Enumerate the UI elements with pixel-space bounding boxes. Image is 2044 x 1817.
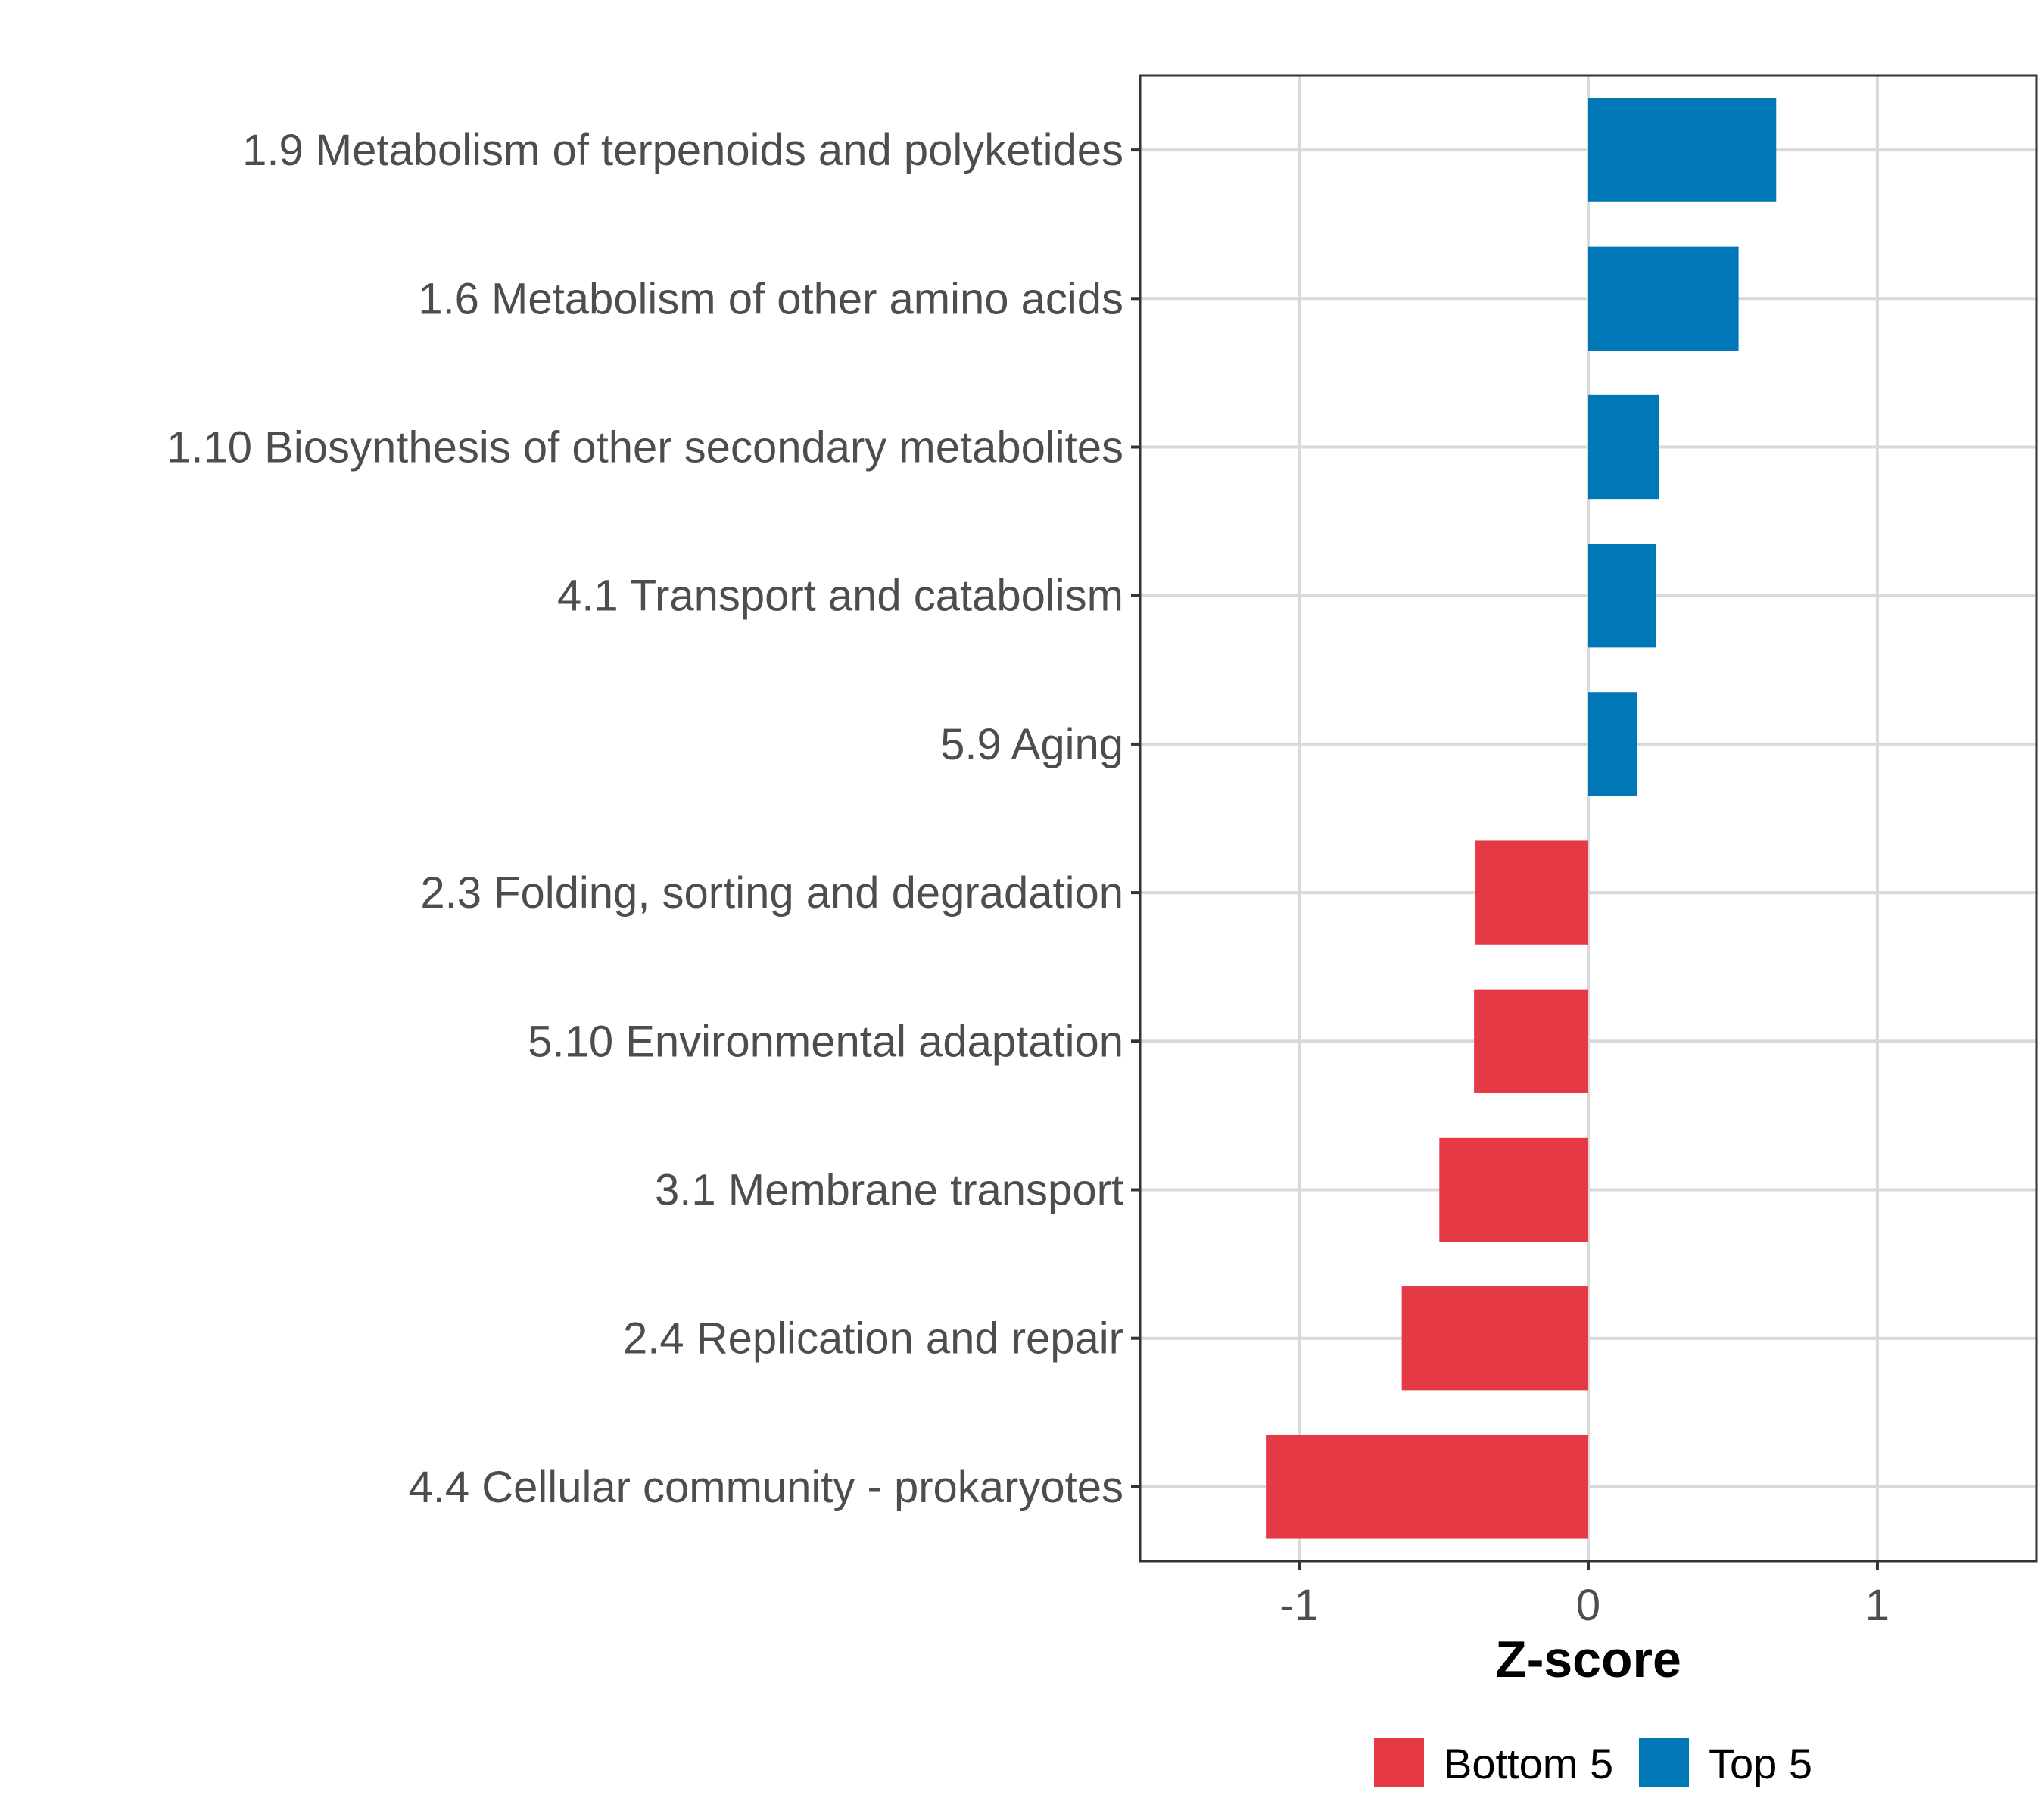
y-tick-label: 1.10 Biosynthesis of other secondary met…	[167, 423, 1123, 472]
legend-swatch	[1639, 1738, 1689, 1787]
y-tick-label: 5.10 Environmental adaptation	[528, 1017, 1123, 1066]
legend-swatch	[1374, 1738, 1424, 1787]
bars	[1266, 98, 1777, 1539]
x-tick-label: -1	[1279, 1581, 1319, 1630]
bar	[1475, 840, 1588, 945]
bar	[1588, 98, 1777, 202]
legend-label: Bottom 5	[1444, 1740, 1613, 1787]
bar	[1588, 692, 1637, 796]
bar	[1588, 394, 1659, 500]
y-tick-label: 5.9 Aging	[940, 720, 1123, 769]
legend-label: Top 5	[1709, 1740, 1812, 1787]
bar	[1588, 246, 1739, 351]
bar	[1266, 1435, 1588, 1539]
bar	[1401, 1286, 1588, 1391]
y-tick-label: 2.3 Folding, sorting and degradation	[420, 868, 1123, 918]
x-tick-label: 1	[1865, 1581, 1890, 1630]
y-tick-label: 4.1 Transport and catabolism	[557, 572, 1123, 621]
bar	[1474, 989, 1588, 1093]
y-tick-label: 4.4 Cellular community - prokaryotes	[409, 1463, 1123, 1512]
y-tick-label: 3.1 Membrane transport	[655, 1166, 1123, 1215]
x-tick-label: 0	[1576, 1581, 1600, 1630]
y-tick-label: 2.4 Replication and repair	[623, 1314, 1123, 1364]
y-tick-label: 1.9 Metabolism of terpenoids and polyket…	[242, 126, 1123, 175]
bar	[1588, 544, 1656, 648]
x-axis: -1 0 1	[1279, 1561, 1890, 1630]
bar	[1439, 1137, 1588, 1242]
y-tick-label: 1.6 Metabolism of other amino acids	[418, 274, 1123, 323]
legend: Bottom 5 Top 5	[1374, 1738, 1812, 1787]
y-axis: 1.9 Metabolism of terpenoids and polyket…	[167, 126, 1140, 1512]
x-axis-title: Z-score	[1495, 1631, 1681, 1688]
